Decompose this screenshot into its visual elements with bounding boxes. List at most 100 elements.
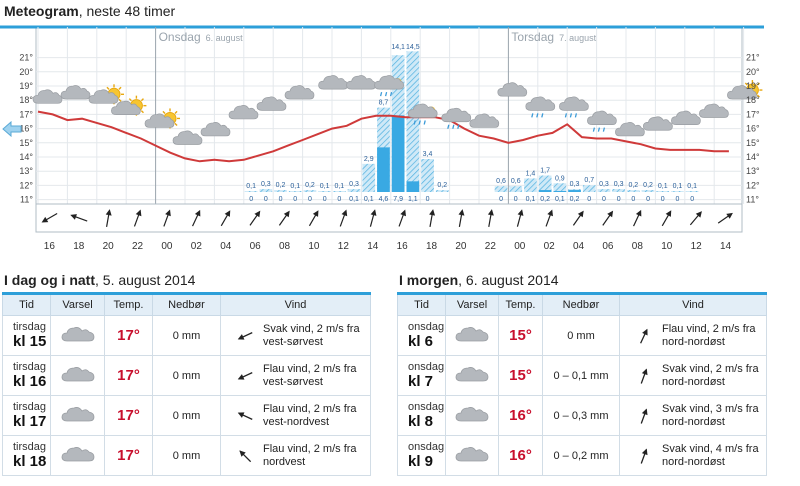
precip-max-bar <box>538 175 552 192</box>
precip-min-label: 0 <box>514 196 518 203</box>
wind-arrow-icon <box>545 209 553 227</box>
forecast-cell <box>445 355 499 396</box>
hour: kl 8 <box>408 413 434 430</box>
precip-max-bar <box>406 51 420 192</box>
precip-min-label: 0 <box>661 196 665 203</box>
wind-arrow-icon <box>369 209 377 227</box>
precip-max-label: 0,6 <box>511 178 521 185</box>
forecast-cell <box>50 395 105 436</box>
temperature-cell: 16° <box>498 435 543 476</box>
x-tick-label: 22 <box>485 241 497 252</box>
precipitation-cell: 0 – 0,3 mm <box>542 395 620 436</box>
wind-description: Flau vind, 2 m/s fra nord-nordøst <box>662 322 756 348</box>
wind-arrow-icon <box>163 209 171 227</box>
precip-max-bar <box>671 191 684 192</box>
precip-max-label: 0,1 <box>320 183 330 190</box>
y-tick-label: 21° <box>19 53 33 63</box>
precipitation-cell: 0 – 0,2 mm <box>542 435 620 476</box>
precipitation-cell: 0 mm <box>152 315 221 356</box>
forecast-row: onsdag kl 7 15° 0 – 0,1 mm Svak vind, 2 m/s … <box>397 355 767 396</box>
partly-sunny-icon <box>111 95 147 116</box>
forecast-cell <box>50 315 105 356</box>
cloud-icon <box>32 89 63 104</box>
precip-max-label: 3,4 <box>423 151 433 158</box>
wind-arrow-icon <box>339 209 348 227</box>
wind-arrow-icon <box>220 210 231 227</box>
wind-cell: Flau vind, 2 m/s fra vest-sørvest <box>220 355 371 396</box>
precip-min-bar <box>553 191 567 192</box>
precip-min-bar <box>538 190 552 192</box>
precip-max-bar <box>524 178 537 192</box>
x-tick-label: 18 <box>73 241 85 252</box>
precip-min-label: 0,1 <box>526 196 536 203</box>
precip-max-label: 0,3 <box>614 181 624 188</box>
wind-arrow-icon <box>41 212 58 223</box>
wind-direction-icon <box>237 372 253 380</box>
hour: kl 15 <box>13 333 47 350</box>
col-header-precip: Nedbør <box>152 292 221 316</box>
y-tick-label: 19° <box>746 81 760 91</box>
temperature-cell: 16° <box>498 395 543 436</box>
precip-min-bar <box>377 147 390 192</box>
precip-max-label: 0,2 <box>305 182 315 189</box>
wind-description: Svak vind, 3 m/s fra nord-nordøst <box>662 402 759 428</box>
temperature-cell: 15° <box>498 355 543 396</box>
precip-max-bar <box>641 190 655 192</box>
col-header-temp: Temp. <box>104 292 153 316</box>
tomorrow-section-title: I morgen, 6. august 2014 <box>399 272 559 288</box>
precip-max-label: 14,5 <box>406 44 420 51</box>
precip-max-bar <box>509 186 523 192</box>
precipitation-cell: 0 – 0,1 mm <box>542 355 620 396</box>
weekday: onsdag <box>408 441 445 453</box>
cloud-icon <box>469 113 500 128</box>
cloud-icon <box>643 116 673 131</box>
y-axis-left: 21° 20° 19° 18° 17° 16° 15° 14° 13° 12° 11° <box>19 53 33 205</box>
x-tick-label: 14 <box>367 241 379 252</box>
forecast-cell <box>50 355 105 396</box>
cloud-icon <box>699 103 729 118</box>
x-tick-label: 04 <box>220 241 232 252</box>
wind-arrow-strip <box>41 209 733 227</box>
precip-max-label: 0,6 <box>496 178 506 185</box>
wind-direction-icon <box>237 412 253 420</box>
precip-max-bar <box>333 191 346 192</box>
precip-min-label: 0 <box>323 196 327 203</box>
cloud-icon <box>172 130 203 145</box>
x-tick-label: 06 <box>250 241 262 252</box>
x-tick-label: 02 <box>544 241 556 252</box>
previous-arrow-icon[interactable] <box>2 121 22 137</box>
wind-arrow-icon <box>516 209 524 227</box>
weekday: onsdag <box>408 401 445 413</box>
x-tick-label: 04 <box>573 241 585 252</box>
precip-max-label: 0,1 <box>246 183 256 190</box>
y-tick-label: 17° <box>19 109 33 119</box>
precip-max-label: 0,1 <box>334 183 344 190</box>
forecast-row: tirsdag kl 17 17° 0 mm Flau vind, 2 m/s fra … <box>2 395 371 436</box>
precip-max-bar <box>553 183 567 192</box>
y-tick-label: 16° <box>19 124 33 134</box>
precip-min-label: 0 <box>293 196 297 203</box>
rain-icon <box>587 110 617 132</box>
precip-max-bar <box>435 190 449 192</box>
wind-cell: Flau vind, 2 m/s fra nordvest <box>220 435 371 476</box>
wind-arrow-icon <box>429 209 436 227</box>
precip-max-label: 2,9 <box>364 156 374 163</box>
precip-min-label: 0 <box>690 196 694 203</box>
temperature-line <box>37 110 729 163</box>
temperature-cell: 17° <box>104 315 153 356</box>
wind-arrow-icon <box>278 210 290 226</box>
y-tick-label: 15° <box>19 138 33 148</box>
precip-min-label: 0,1 <box>349 196 359 203</box>
wind-arrow-icon <box>487 209 494 227</box>
wind-cell: Flau vind, 2 m/s fra nord-nordøst <box>619 315 767 356</box>
col-header-time: Tid <box>2 292 51 316</box>
x-tick-label: 16 <box>397 241 409 252</box>
weekday: tirsdag <box>13 441 47 453</box>
y-tick-label: 19° <box>19 81 33 91</box>
x-tick-label: 06 <box>602 241 614 252</box>
wind-description: Flau vind, 2 m/s fra vest-nordvest <box>263 402 357 428</box>
wind-arrow-icon <box>689 211 702 226</box>
weekday: tirsdag <box>13 401 47 413</box>
temperature-cell: 17° <box>104 395 153 436</box>
precipitation-cell: 0 mm <box>152 355 221 396</box>
